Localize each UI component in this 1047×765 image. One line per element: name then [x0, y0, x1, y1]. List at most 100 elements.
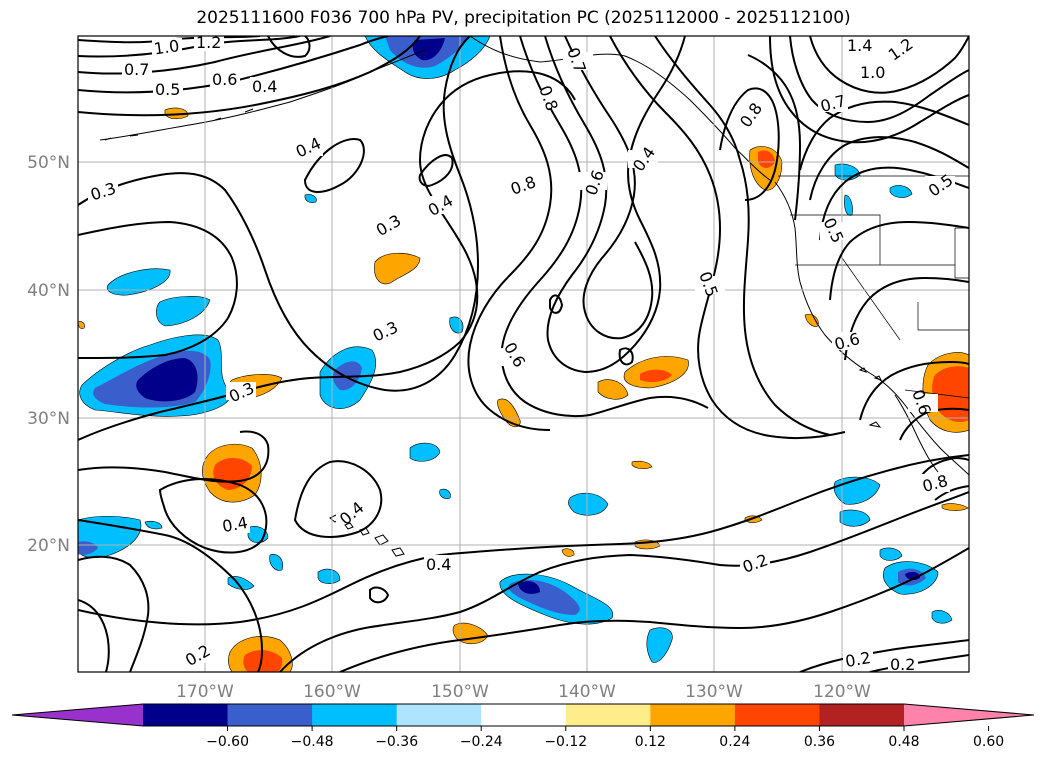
- pv-contour: [267, 36, 311, 58]
- colorbar-cell: [819, 704, 905, 726]
- baja-coast: [894, 394, 939, 473]
- pv-contour: [78, 519, 264, 672]
- colorbar-extend-low: [12, 704, 143, 726]
- lon-label: 140°W: [558, 682, 616, 702]
- pv-contour: [78, 36, 421, 117]
- precip-blob: [374, 252, 421, 285]
- precip-blob: [497, 398, 521, 428]
- precip-blob: [879, 547, 903, 561]
- colorbar-tick-label: 0.12: [635, 734, 666, 750]
- pv-contour: [293, 460, 383, 538]
- lon-label: 130°W: [685, 682, 743, 702]
- colorbar-cell: [227, 704, 313, 726]
- pv-contour: [654, 36, 831, 436]
- pv-contour: [719, 87, 780, 201]
- precip-blob: [631, 460, 653, 470]
- pv-contour: [78, 220, 238, 359]
- contour-label: 0.5: [155, 80, 180, 99]
- island: [858, 367, 882, 428]
- pv-contour: [78, 555, 150, 672]
- pv-contour: [799, 639, 969, 672]
- colorbar-cell: [481, 704, 567, 726]
- colorbar-tick-label: −0.24: [460, 734, 503, 750]
- pv-contour: [549, 294, 564, 314]
- pv-contour: [564, 36, 654, 340]
- precip-blob: [758, 150, 775, 168]
- lon-label: 160°W: [303, 682, 361, 702]
- precip-blob: [931, 610, 953, 624]
- graticule: [78, 36, 969, 672]
- contour-label: 1.2: [196, 33, 221, 52]
- colorbar-tick-label: 0.48: [888, 734, 919, 750]
- lat-label: 50°N: [27, 153, 70, 173]
- contour-label: 0.4: [426, 555, 451, 574]
- pv-contour: [369, 586, 390, 604]
- colorbar: −0.60 −0.48 −0.36 −0.24 −0.12 0.12 0.24 0.36 0.4…: [11, 703, 1035, 750]
- pv-contour: [279, 491, 969, 672]
- state-border: [790, 214, 881, 265]
- pv-contour: [467, 36, 553, 431]
- pv-contour: [844, 276, 969, 361]
- lon-label: 120°W: [813, 682, 871, 702]
- lon-labels: 170°W 160°W 150°W 140°W 130°W 120°W: [176, 682, 871, 702]
- map-frame: [77, 35, 970, 673]
- contour-label: 1.4: [847, 36, 872, 55]
- contour-label: 0.7: [124, 60, 149, 79]
- precip-blob: [518, 581, 540, 594]
- lat-labels: 50°N 40°N 30°N 20°N: [27, 153, 70, 556]
- pv-contour: [869, 654, 969, 672]
- colorbar-cell: [565, 704, 651, 726]
- pv-contour: [859, 360, 969, 421]
- colorbar-outline: [11, 703, 1035, 727]
- pv-contour: [418, 154, 454, 187]
- pv-contour: [799, 100, 969, 171]
- precip-blob: [597, 379, 629, 400]
- state-border: [917, 302, 969, 331]
- pv-contour: [934, 485, 969, 501]
- pv-contour: [747, 54, 802, 221]
- colorbar-tick-label: 0.36: [804, 734, 835, 750]
- precip-blob: [941, 503, 969, 511]
- precip-blob: [749, 146, 783, 191]
- precip-blob: [156, 296, 211, 327]
- colorbar-extend-high: [904, 704, 1034, 726]
- lat-label: 40°N: [27, 281, 70, 301]
- pv-contour: [78, 36, 480, 392]
- map-title: 2025111600 F036 700 hPa PV, precipitatio…: [196, 8, 851, 28]
- pv-contour: [303, 138, 365, 193]
- precip-blob: [106, 268, 171, 296]
- contour-label: 0.2: [890, 655, 915, 674]
- colorbar-cell: [312, 704, 398, 726]
- precip-blob: [269, 554, 283, 571]
- pv-contour: [829, 220, 969, 301]
- colorbar-cell: [650, 704, 736, 726]
- pv-contour: [809, 136, 969, 201]
- alaska-coast: [469, 36, 771, 181]
- pv-contour: [809, 36, 969, 94]
- precip-blob: [568, 492, 609, 516]
- colorbar-cell: [734, 704, 820, 726]
- precip-blob: [839, 509, 871, 527]
- aleutian-coast: [99, 49, 426, 141]
- contour-label: 0.4: [221, 513, 249, 536]
- pv-contour: [78, 36, 389, 94]
- precip-blob: [144, 520, 163, 530]
- pv-contour: [78, 36, 331, 75]
- precip-blob: [744, 515, 763, 523]
- precip-blob: [409, 442, 441, 462]
- lat-label: 20°N: [27, 536, 70, 556]
- precip-blob: [804, 313, 819, 327]
- precip-blob: [136, 358, 198, 402]
- pv-contour: [339, 547, 969, 672]
- precip-blob: [412, 38, 445, 61]
- colorbar-tick-label: −0.12: [544, 734, 587, 750]
- precip-blob: [452, 622, 489, 645]
- colorbar-cell: [396, 704, 482, 726]
- lon-label: 150°W: [431, 682, 489, 702]
- contour-label: 0.6: [212, 70, 237, 89]
- colorbar-tick-label: −0.48: [291, 734, 334, 750]
- contour-label: 1.0: [153, 36, 181, 58]
- pv-contour: [78, 599, 110, 672]
- precip-blob: [304, 194, 317, 203]
